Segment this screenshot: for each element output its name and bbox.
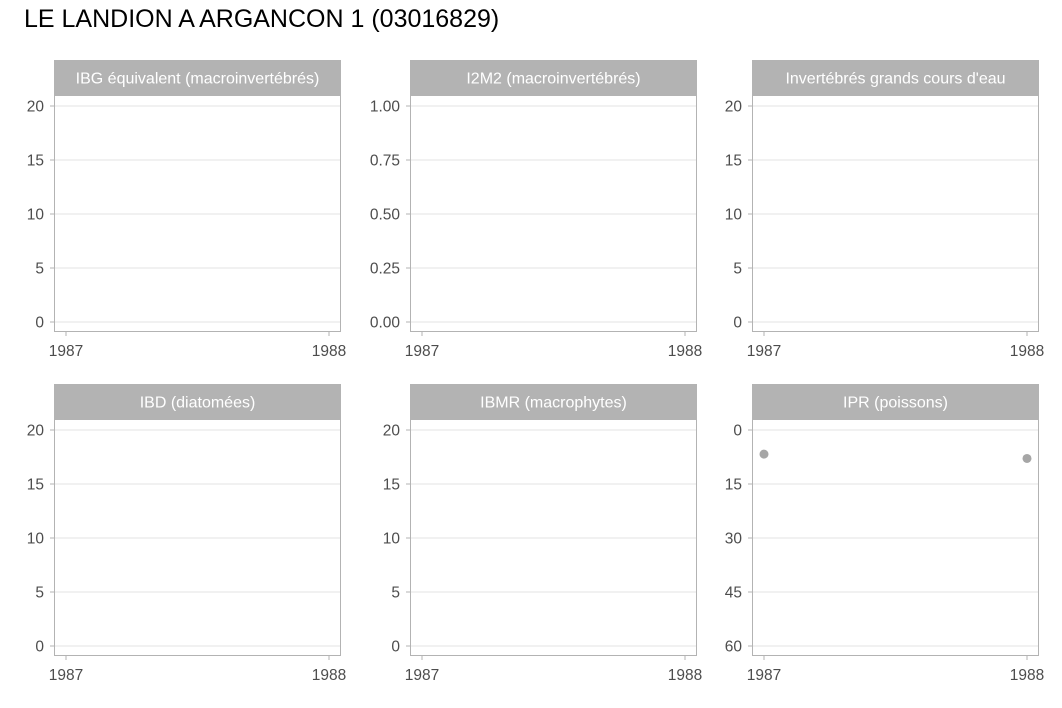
- facet-title-2: Invertébrés grands cours d'eau: [785, 71, 1005, 88]
- y-tick-label-1-3: 0.75: [370, 153, 400, 170]
- facet-strip-3: [54, 384, 341, 419]
- y-tick-label-2-4: 20: [725, 99, 743, 116]
- x-tick-label-2-0: 1987: [747, 343, 781, 360]
- y-tick-label-2-0: 0: [733, 315, 742, 332]
- data-point-5-1: [1022, 453, 1032, 463]
- facet-title-1: I2M2 (macroinvertébrés): [466, 71, 640, 88]
- facet-strip-0: [54, 60, 341, 95]
- x-tick-label-3-0: 1987: [49, 667, 83, 684]
- y-tick-label-0-4: 20: [27, 99, 45, 116]
- y-tick-label-0-0: 0: [35, 315, 44, 332]
- facet-title-3: IBD (diatomées): [140, 395, 256, 412]
- panel-border-5: [752, 419, 1039, 656]
- page-title: LE LANDION A ARGANCON 1 (03016829): [24, 5, 500, 33]
- x-tick-label-5-1: 1988: [1010, 667, 1044, 684]
- y-tick-label-3-2: 10: [27, 531, 45, 548]
- facet-title-4: IBMR (macrophytes): [480, 395, 627, 412]
- panel-border-0: [54, 95, 341, 332]
- x-tick-label-0-0: 1987: [49, 343, 83, 360]
- y-tick-label-5-0: 0: [733, 423, 742, 440]
- y-tick-label-1-2: 0.50: [370, 207, 401, 224]
- x-tick-label-4-1: 1988: [668, 667, 702, 684]
- facet-title-5: IPR (poissons): [843, 395, 948, 412]
- y-tick-label-0-2: 10: [27, 207, 45, 224]
- x-tick-label-5-0: 1987: [747, 667, 781, 684]
- panel-border-3: [54, 419, 341, 656]
- x-tick-label-3-1: 1988: [312, 667, 346, 684]
- x-tick-label-1-0: 1987: [405, 343, 439, 360]
- y-tick-label-1-1: 0.25: [370, 261, 400, 278]
- y-tick-label-2-1: 5: [733, 261, 742, 278]
- x-tick-label-1-1: 1988: [668, 343, 702, 360]
- y-tick-label-3-1: 5: [35, 585, 44, 602]
- data-point-5-0: [759, 449, 769, 459]
- y-tick-label-5-1: 15: [725, 477, 742, 494]
- y-tick-label-5-2: 30: [725, 531, 743, 548]
- y-tick-label-2-3: 15: [725, 153, 742, 170]
- facet-strip-1: [410, 60, 697, 95]
- facet-strip-5: [752, 384, 1039, 419]
- panel-border-2: [752, 95, 1039, 332]
- y-tick-label-2-2: 10: [725, 207, 743, 224]
- panel-border-4: [410, 419, 697, 656]
- x-tick-label-4-0: 1987: [405, 667, 439, 684]
- y-tick-label-4-4: 20: [383, 423, 401, 440]
- y-tick-label-0-3: 15: [27, 153, 44, 170]
- y-tick-label-0-1: 5: [35, 261, 44, 278]
- y-tick-label-3-4: 20: [27, 423, 45, 440]
- facet-title-0: IBG équivalent (macroinvertébrés): [76, 71, 320, 88]
- y-tick-label-4-2: 10: [383, 531, 401, 548]
- panel-border-1: [410, 95, 697, 332]
- y-tick-label-5-3: 45: [725, 585, 742, 602]
- y-tick-label-5-4: 60: [725, 639, 743, 656]
- y-tick-label-1-0: 0.00: [370, 315, 401, 332]
- y-tick-label-4-3: 15: [383, 477, 400, 494]
- y-tick-label-3-3: 15: [27, 477, 44, 494]
- y-tick-label-4-1: 5: [391, 585, 400, 602]
- y-tick-label-1-4: 1.00: [370, 99, 401, 116]
- facet-strip-4: [410, 384, 697, 419]
- y-tick-label-4-0: 0: [391, 639, 400, 656]
- y-tick-label-3-0: 0: [35, 639, 44, 656]
- facet-strip-2: [752, 60, 1039, 95]
- x-tick-label-0-1: 1988: [312, 343, 346, 360]
- x-tick-label-2-1: 1988: [1010, 343, 1044, 360]
